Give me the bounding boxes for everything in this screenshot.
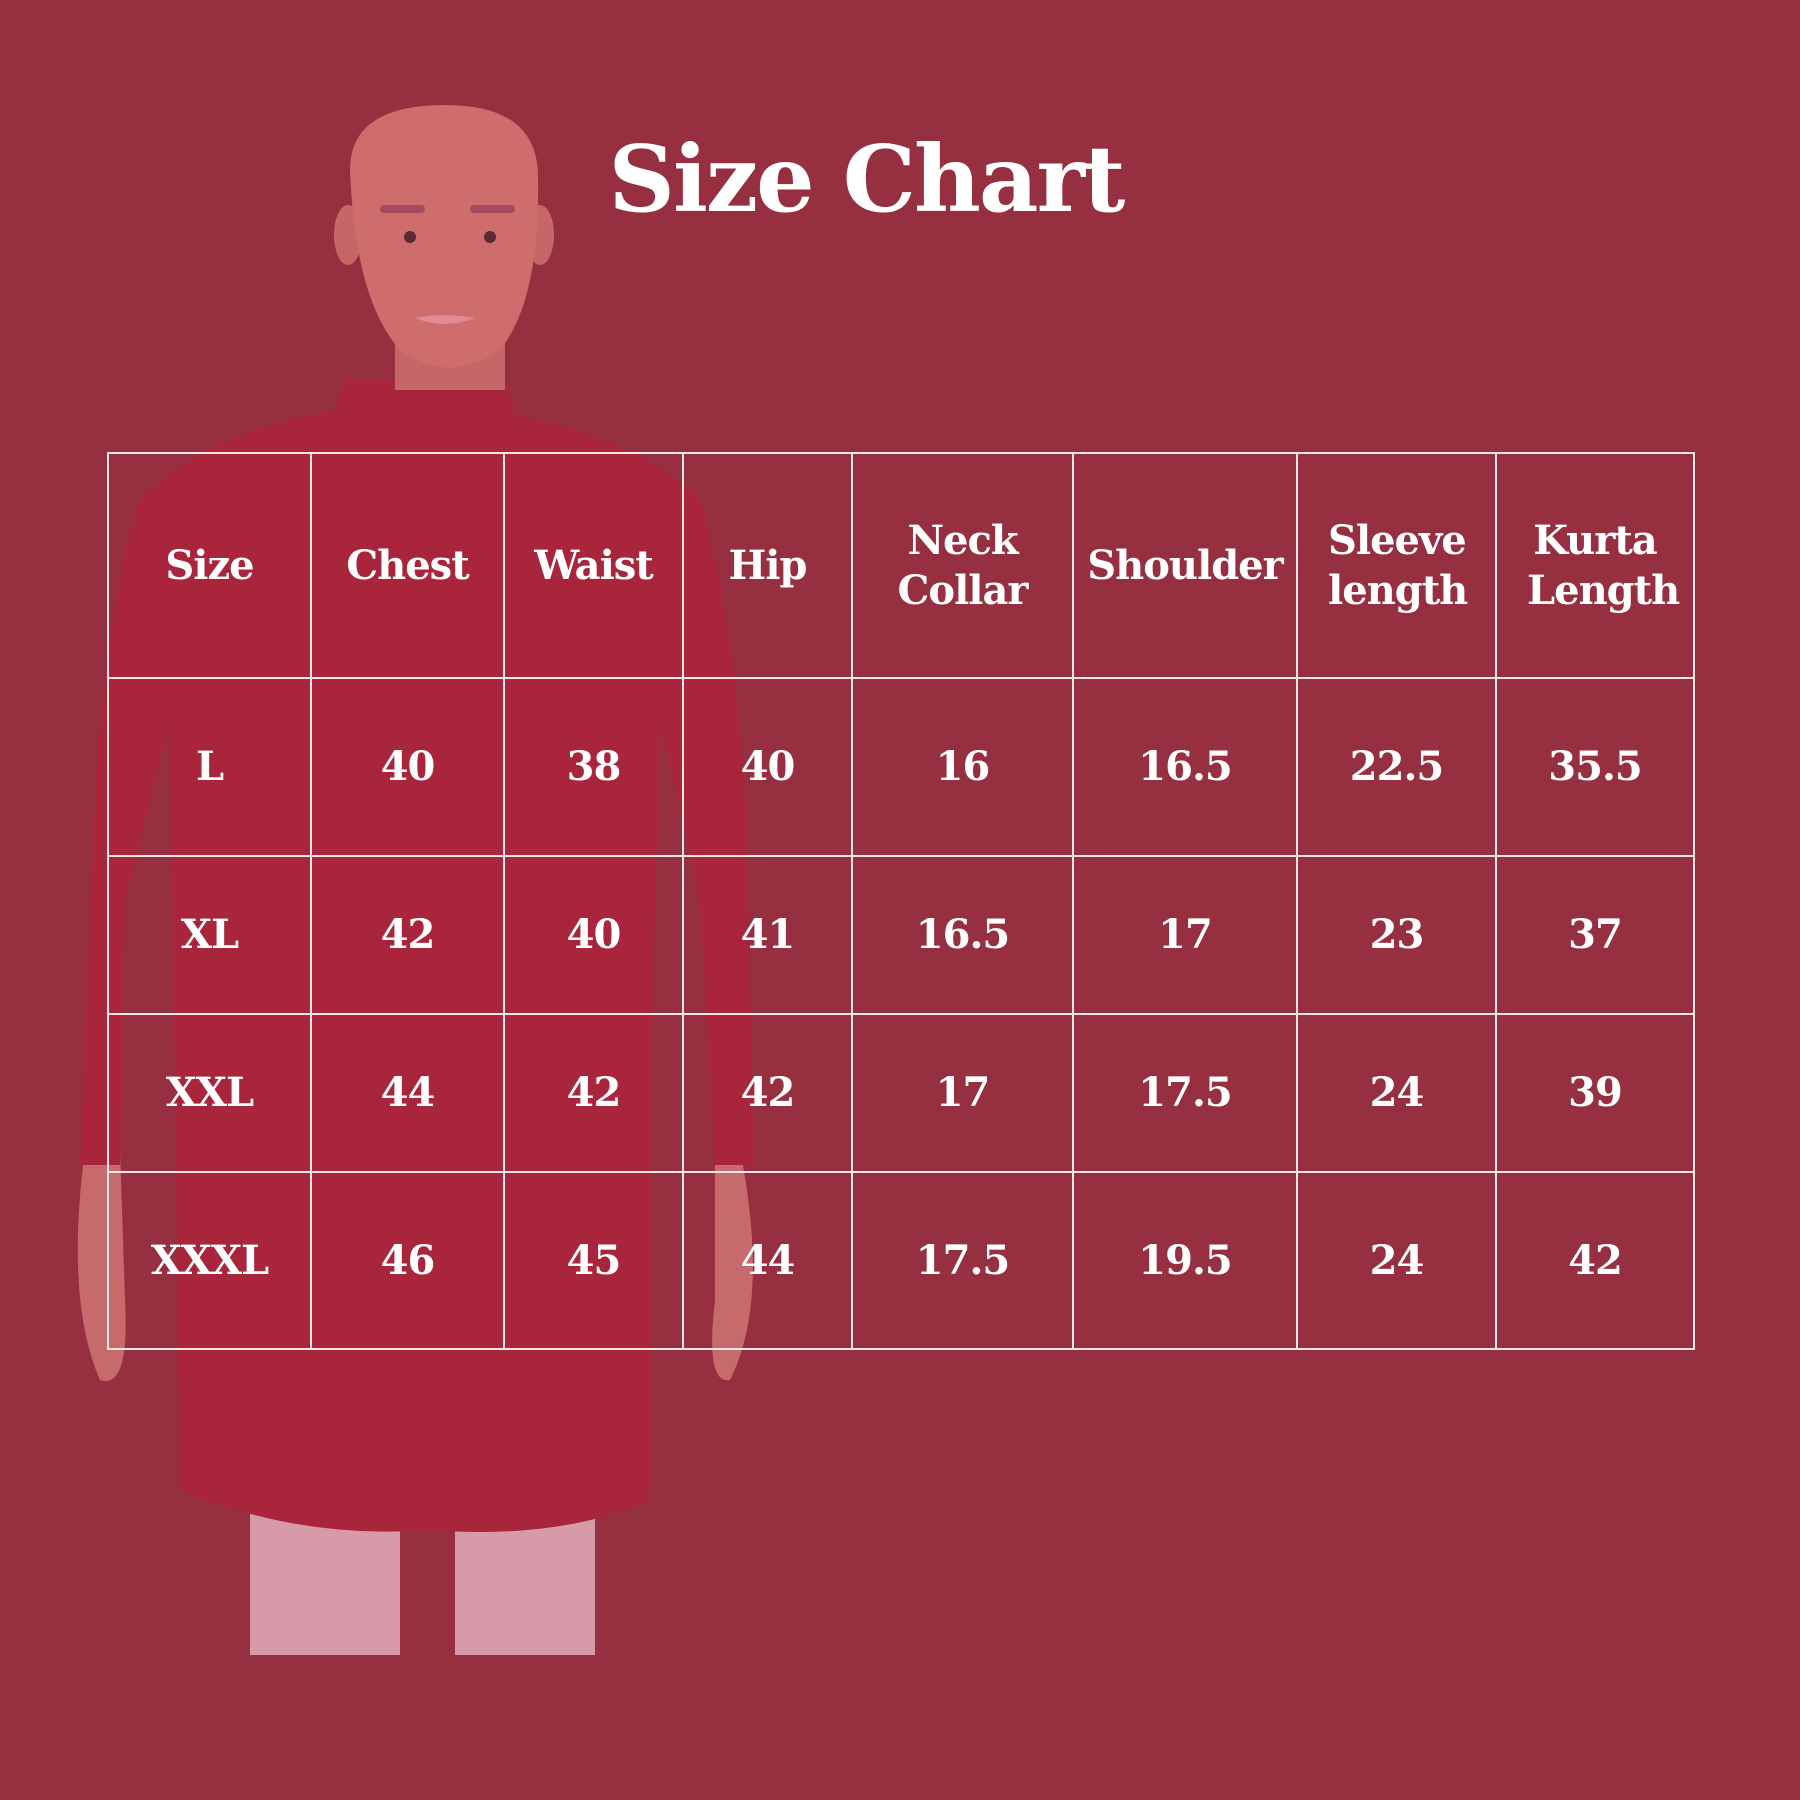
table-cell: 17.5 — [1072, 1013, 1298, 1173]
column-header: Shoulder — [1072, 452, 1298, 679]
table-cell: 17 — [851, 1013, 1074, 1173]
size-chart-table: Size Chest Waist Hip Neck Collar Shoulder Slee… — [107, 452, 1695, 1350]
column-header: Neck Collar — [851, 452, 1074, 679]
column-header: Sleeve length — [1296, 452, 1497, 679]
table-row: XXL 44 42 42 17 17.5 24 39 — [107, 1013, 1695, 1173]
header-row: Size Chest Waist Hip Neck Collar Shoulder Slee… — [107, 452, 1695, 679]
table-row: L 40 38 40 16 16.5 22.5 35.5 — [107, 677, 1695, 857]
table-cell: 24 — [1296, 1013, 1497, 1173]
column-header: Hip — [682, 452, 853, 679]
table-cell: 23 — [1296, 855, 1497, 1015]
table-cell: XXXL — [107, 1171, 312, 1350]
table-cell: 41 — [682, 855, 853, 1015]
table-cell: 42 — [1495, 1171, 1695, 1350]
table-cell: 16 — [851, 677, 1074, 857]
column-header: Kurta Length — [1495, 452, 1695, 679]
table-cell: 24 — [1296, 1171, 1497, 1350]
table-cell: 46 — [310, 1171, 505, 1350]
table-cell: 40 — [682, 677, 853, 857]
table-cell: 16.5 — [1072, 677, 1298, 857]
table-cell: 16.5 — [851, 855, 1074, 1015]
page-title: Size Chart — [608, 125, 1126, 233]
table-cell: 42 — [682, 1013, 853, 1173]
table-cell: XL — [107, 855, 312, 1015]
table-cell: 19.5 — [1072, 1171, 1298, 1350]
table-cell: 40 — [310, 677, 505, 857]
table-cell: 22.5 — [1296, 677, 1497, 857]
column-header: Size — [107, 452, 312, 679]
table-cell: 37 — [1495, 855, 1695, 1015]
column-header: Waist — [503, 452, 684, 679]
table-cell: 45 — [503, 1171, 684, 1350]
table-cell: XXL — [107, 1013, 312, 1173]
column-header: Chest — [310, 452, 505, 679]
table-cell: 42 — [503, 1013, 684, 1173]
table-row: XL 42 40 41 16.5 17 23 37 — [107, 855, 1695, 1015]
table-row: XXXL 46 45 44 17.5 19.5 24 42 — [107, 1171, 1695, 1350]
table-cell: 42 — [310, 855, 505, 1015]
table-cell: 17.5 — [851, 1171, 1074, 1350]
head — [334, 105, 554, 390]
table-cell: 44 — [682, 1171, 853, 1350]
table-cell: 40 — [503, 855, 684, 1015]
table-cell: 44 — [310, 1013, 505, 1173]
table-cell: 17 — [1072, 855, 1298, 1015]
table-cell: 35.5 — [1495, 677, 1695, 857]
table-cell: L — [107, 677, 312, 857]
table-cell: 38 — [503, 677, 684, 857]
table-cell: 39 — [1495, 1013, 1695, 1173]
